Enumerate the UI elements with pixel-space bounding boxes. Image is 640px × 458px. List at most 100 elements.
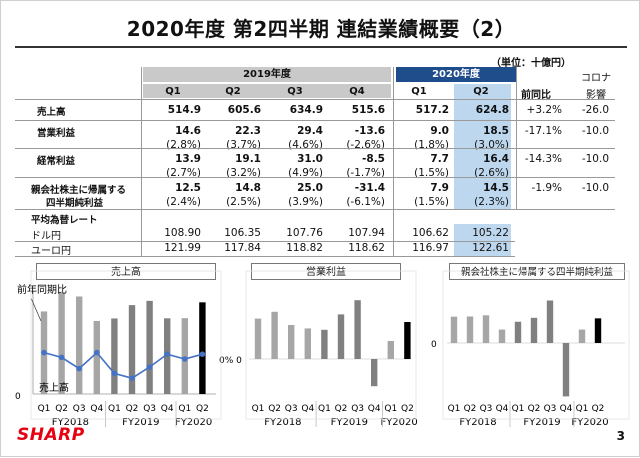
row-separator [15,177,615,178]
row-ratio: (2.7%) [166,167,201,179]
row-value: -13.6 [354,125,385,137]
row-ratio: (2.5%) [226,196,261,208]
row-label-4: 四半期純利益 [46,198,104,209]
op-bar [387,341,394,359]
net-bar [562,343,570,397]
fx-value: 108.90 [164,227,201,239]
row-ratio: (-1.7%) [346,167,385,179]
sales-legend-label: 売上高 [39,381,69,394]
row-separator [15,209,615,210]
sales-year-label: FY2018 [52,417,89,428]
unit-note: （単位：十億円） [491,58,571,69]
row-label-3: 経常利益 [37,156,76,167]
net-tick-label: Q1 [448,404,461,414]
net-bar [530,317,538,343]
yoy-header: 前同比 [521,90,551,101]
row-separator [15,120,615,121]
row-value: 16.4 [483,153,509,165]
net-bar [514,321,522,343]
row-label-1: 売上高 [37,107,66,118]
sales-tick-label: Q1 [178,404,191,414]
op-chart-title: 営業利益 [251,263,401,280]
op-tick-label: Q4 [368,404,381,414]
row-value: 624.8 [475,104,509,116]
fy2020-header: 2020年度 [396,67,516,82]
latest-quarter-fx-highlight [454,224,511,256]
row-label-2: 営業利益 [37,128,76,139]
row-separator [15,148,615,149]
op-tick-label: Q4 [301,404,314,414]
sales-zero-label: 0 [15,392,21,402]
yoy-line [43,351,203,380]
row-yoy: -17.1% [524,125,562,137]
sales-bar [93,320,100,394]
quarter-header-2: Q2 [225,86,241,97]
row-value: -31.4 [354,182,385,194]
fx-value: 122.61 [472,242,509,254]
row-value: 18.5 [483,125,509,137]
fx-value: 107.76 [286,227,323,239]
row-value: 31.0 [297,153,323,165]
net-tick-label: Q1 [576,404,589,414]
net-bar [450,316,458,343]
op-tick-label: Q2 [335,404,348,414]
fx-value: 105.22 [472,227,509,239]
row-value: 14.8 [235,182,261,194]
row-yoy: -1.9% [531,182,562,194]
yoy-point [76,365,82,372]
yoy-point [199,351,206,358]
row-ratio: (2.3%) [474,196,509,208]
op-bar [321,329,328,359]
row-value: 7.7 [430,153,449,165]
sharp-logo: SHARP [17,425,85,445]
net-tick-label: Q4 [496,404,509,414]
op-tick-label: Q1 [318,404,331,414]
yoy-leader-line [30,297,42,322]
net-bar [546,300,554,343]
latest-quarter-highlight [454,84,511,209]
net-tick-label: Q3 [480,404,493,414]
quarter-header-3: Q3 [287,86,303,97]
op-bar [337,314,345,359]
row-ratio: (4.9%) [288,167,323,179]
net-year-label: FY2020 [571,417,608,428]
sales-chart-title: 売上高 [36,263,216,280]
op-tick-label: Q3 [285,404,298,414]
op-year-label: FY2018 [264,417,301,428]
corona-header-2: 影響 [586,90,606,101]
yoy-point [129,375,135,382]
op-bar [304,328,311,359]
row-ratio: (3.2%) [226,167,261,179]
row-value: 14.6 [175,125,201,137]
fx-value: 121.99 [164,242,201,254]
chart-panel-border [30,270,222,420]
title-rule [15,46,627,48]
op-tick-label: Q1 [252,404,265,414]
net-bar [578,329,586,343]
row-ratio: (-6.1%) [346,196,385,208]
sales-tick-label: Q3 [73,404,86,414]
sales-tick-label: Q2 [196,404,209,414]
chart-panel-border [442,270,630,420]
yoy-point [41,349,47,356]
sales-bar [58,293,65,394]
fy2019-header: 2019年度 [143,67,391,82]
op-bar [354,300,361,359]
op-bar [371,359,378,387]
row-corona: -26.0 [581,104,609,116]
row-corona: -10.0 [581,182,609,194]
fx-value: 106.35 [224,227,261,239]
row-value: 13.9 [175,153,201,165]
quarter-header-1: Q1 [165,86,181,97]
op-year-label: FY2020 [380,417,417,428]
sales-tick-label: Q3 [143,404,156,414]
row-value: 7.9 [430,182,449,194]
row-label-4: 親会社株主に帰属する [31,185,127,196]
sales-bar [199,302,206,394]
page-number: 3 [616,429,625,443]
net-tick-label: Q2 [464,404,477,414]
sales-tick-label: Q2 [126,404,139,414]
header-separator [15,99,615,100]
row-value: 515.6 [351,104,385,116]
